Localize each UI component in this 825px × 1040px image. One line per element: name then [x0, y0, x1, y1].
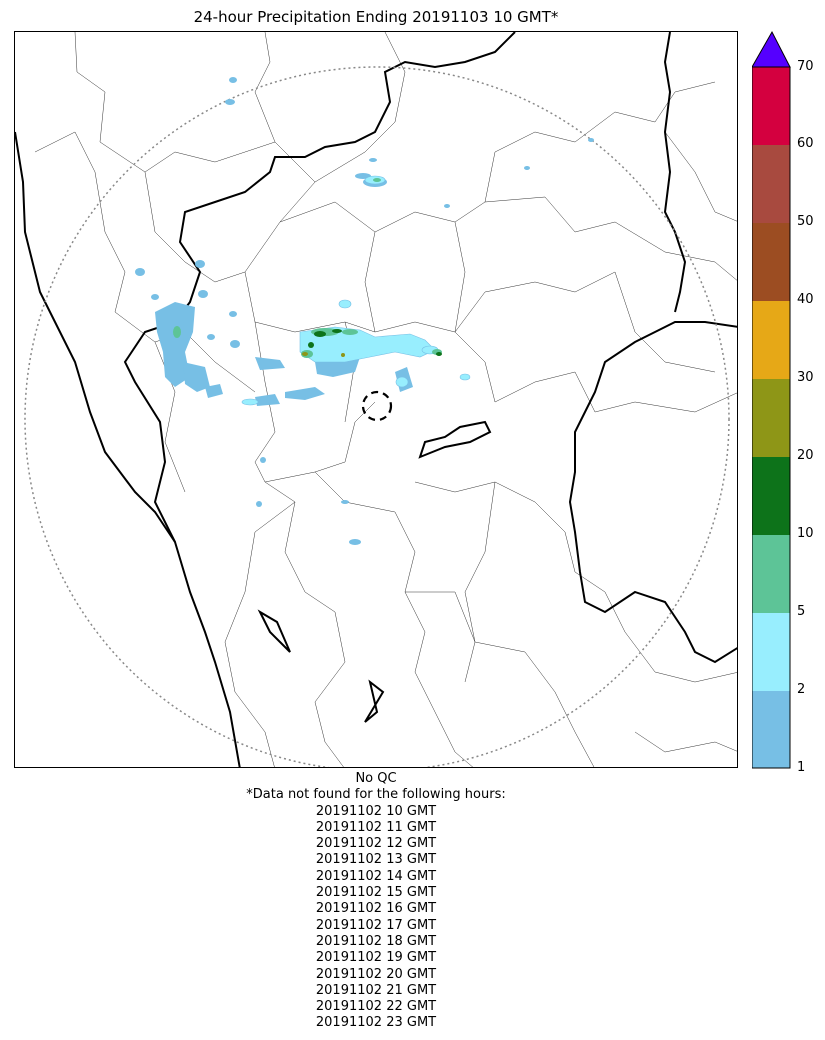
colorbar-tick-label: 1: [797, 760, 806, 775]
colorbar-tick-label: 5: [797, 604, 806, 619]
state-boundaries: [15, 32, 737, 767]
missing-hour: 20191102 11 GMT: [315, 819, 437, 835]
colorbar-tick-label: 50: [797, 214, 814, 229]
colorbar-tick-label: 70: [797, 59, 814, 74]
colorbar-tick-label: 20: [797, 448, 814, 463]
missing-hour: 20191102 13 GMT: [315, 852, 437, 868]
missing-hour: 20191102 19 GMT: [315, 950, 437, 966]
missing-hour: 20191102 16 GMT: [315, 901, 437, 917]
colorbar-tick-label: 30: [797, 370, 814, 385]
missing-hour: 20191102 18 GMT: [315, 933, 437, 949]
missing-hour: 20191102 14 GMT: [315, 868, 437, 884]
colorbar-segment: [752, 535, 790, 613]
colorbar-segment: [752, 457, 790, 535]
colorbar-tick-label: 40: [797, 292, 814, 307]
colorbar: [752, 30, 791, 769]
qc-status: No QC: [355, 771, 397, 786]
colorbar-segment: [752, 691, 790, 768]
colorbar-border: [752, 66, 791, 769]
map-title: 24-hour Precipitation Ending 20191103 10…: [193, 8, 559, 26]
precipitation-map[interactable]: [14, 31, 738, 768]
colorbar-tick-label: 10: [797, 526, 814, 541]
missing-hour: 20191102 10 GMT: [315, 803, 437, 819]
colorbar-segment: [752, 613, 790, 691]
colorbar-tick-label: 60: [797, 136, 814, 151]
missing-data-header: *Data not found for the following hours:: [246, 787, 506, 803]
missing-hour: 20191102 20 GMT: [315, 966, 437, 982]
missing-hour: 20191102 21 GMT: [315, 982, 437, 998]
missing-hour: 20191102 15 GMT: [315, 885, 437, 901]
colorbar-segment: [752, 223, 790, 301]
district-boundaries: [34, 32, 737, 767]
precipitation-echoes: [135, 77, 594, 545]
missing-hour: 20191102 17 GMT: [315, 917, 437, 933]
colorbar-tick-label: 2: [797, 682, 806, 697]
missing-hour: 20191102 12 GMT: [315, 836, 437, 852]
colorbar-segment: [752, 301, 790, 379]
colorbar-extend-arrow: [752, 30, 791, 68]
radar-range-ring: [24, 66, 730, 767]
colorbar-segment: [752, 379, 790, 457]
colorbar-segment: [752, 67, 790, 145]
notes-block: No QC *Data not found for the following …: [14, 771, 738, 1032]
map-canvas: [15, 32, 737, 767]
missing-hour: 20191102 22 GMT: [315, 999, 437, 1015]
colorbar-segment: [752, 145, 790, 223]
radar-site-marker: [361, 390, 393, 422]
missing-hour: 20191102 23 GMT: [315, 1015, 437, 1031]
